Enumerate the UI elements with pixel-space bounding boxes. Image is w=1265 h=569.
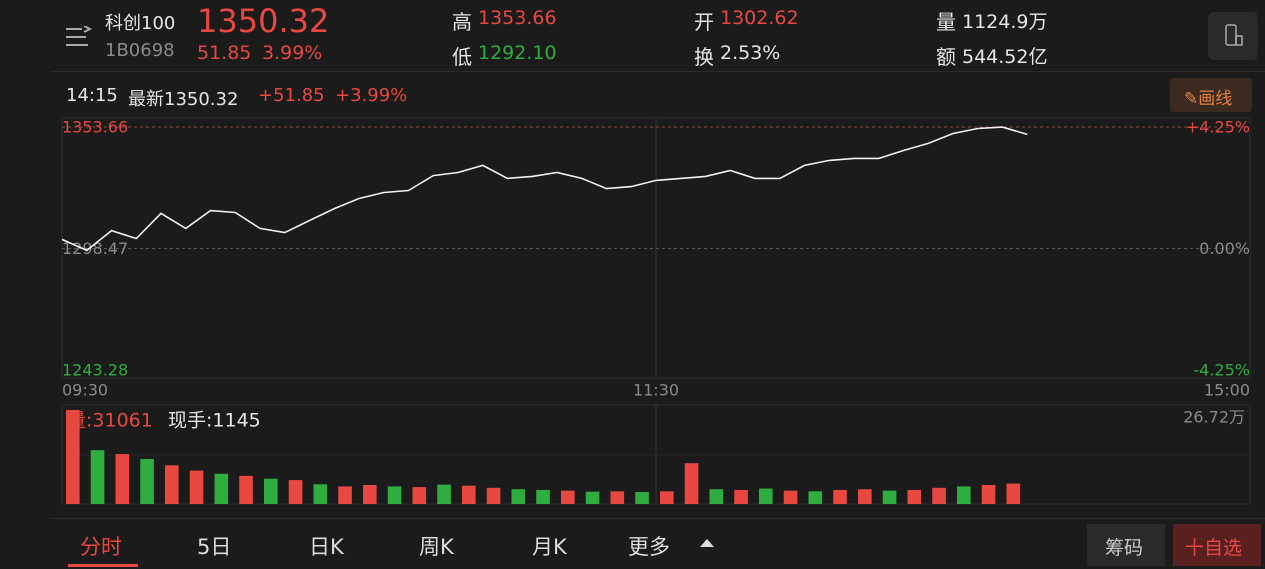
volume-bar [387,486,402,504]
volume-bar [412,487,427,504]
more-arrow[interactable] [700,539,714,547]
volume-bar [165,465,179,504]
info-latest: 最新1350.32 [128,89,239,110]
volume-bar [585,491,600,504]
volume-bar [709,489,724,504]
volume-bar [932,487,946,504]
info-change: +51.85 [258,85,325,106]
volume-bar [189,470,204,504]
low-label: 低 [452,45,472,69]
amount-label: 额 [936,45,956,69]
volume-bar [140,458,154,504]
y2-tick-label: +4.25% [1186,118,1250,137]
price-line [61,126,1028,252]
chips-button[interactable]: 筹码 [1087,524,1165,566]
volume-bar [486,487,501,504]
tab[interactable]: 分时 [80,535,122,559]
volume-bar [90,450,105,504]
volume-bar [858,489,872,504]
volume-bar [783,490,798,504]
volume-bar [907,489,922,504]
volume-bar [66,410,80,504]
divider [50,71,1265,72]
divider [50,518,1265,519]
volume-bar [882,490,897,504]
volume-bar [1006,483,1021,504]
volume-bar [808,491,823,504]
volume-bar [536,489,550,504]
volume-bar [115,454,130,504]
amount: 544.52亿 [962,46,1048,68]
volume-bar [363,485,377,504]
volume-bar [561,490,575,504]
y-tick-label: 1353.66 [62,118,128,137]
tab[interactable]: 更多 [628,535,670,559]
volume-bar [957,486,971,504]
open-label: 开 [694,10,714,34]
volume-bar [313,484,328,504]
chips-label: 筹码 [1105,537,1144,559]
volume-bar [264,478,278,504]
open: 1302.62 [720,7,799,29]
volume-bar [462,485,476,504]
y-tick-label: 1298.47 [62,239,128,258]
volume-bar [610,491,625,504]
high-label: 高 [452,10,472,34]
draw-text: 画线 [1198,89,1233,109]
y-tick-label: 26.72万 [1183,408,1245,427]
x-tick-label: 11:30 [633,381,679,400]
turnover: 2.53% [720,42,781,64]
draw-button[interactable]: ✎画线 [1170,78,1252,112]
y2-tick-label: -4.25% [1193,361,1250,380]
volume-bar [239,475,253,504]
volume-bar [437,484,451,504]
volume-bar [635,492,649,504]
add-label: 十自选 [1185,537,1243,559]
volume-bar [338,486,352,504]
x-tick-label: 15:00 [1204,381,1250,400]
price: 1350.32 [197,2,330,40]
index-code: 1B0698 [105,40,175,61]
orientation-button[interactable] [1208,12,1258,60]
volume-bar [759,488,773,504]
tab[interactable]: 月K [532,535,567,559]
y2-tick-label: 0.00% [1199,239,1250,258]
change: 51.85 [197,42,252,64]
active-tab-underline [68,564,138,567]
current-volume: 量:31061 [67,410,153,432]
volume-bar [288,480,303,504]
turnover-label: 换 [694,45,714,69]
current-hand: 现手:1145 [168,410,261,432]
tab[interactable]: 周K [419,535,454,559]
info-time: 14:15 [66,85,118,106]
tab[interactable]: 5日 [197,535,232,559]
volume: 1124.9万 [962,11,1048,33]
add-button[interactable]: 十自选 [1173,524,1261,566]
phone-icon [1225,24,1243,46]
index-name: 科创100 [105,13,176,34]
volume-bar [511,489,526,504]
volume-bar [214,473,229,504]
volume-bar [660,491,674,504]
change-pct: 3.99% [262,42,323,64]
y-tick-label: 1243.28 [62,361,128,380]
tab[interactable]: 日K [309,535,344,559]
low: 1292.10 [478,42,557,64]
volume-bar [981,485,996,504]
x-tick-label: 09:30 [62,381,108,400]
info-change-pct: +3.99% [335,85,408,106]
volume-label: 量 [936,10,956,34]
draw-button-label: ✎画线 [1184,89,1233,109]
high: 1353.66 [478,7,557,29]
volume-bar [684,463,699,504]
menu-icon[interactable] [64,26,92,48]
volume-bar [734,489,748,504]
volume-bar [833,489,847,504]
